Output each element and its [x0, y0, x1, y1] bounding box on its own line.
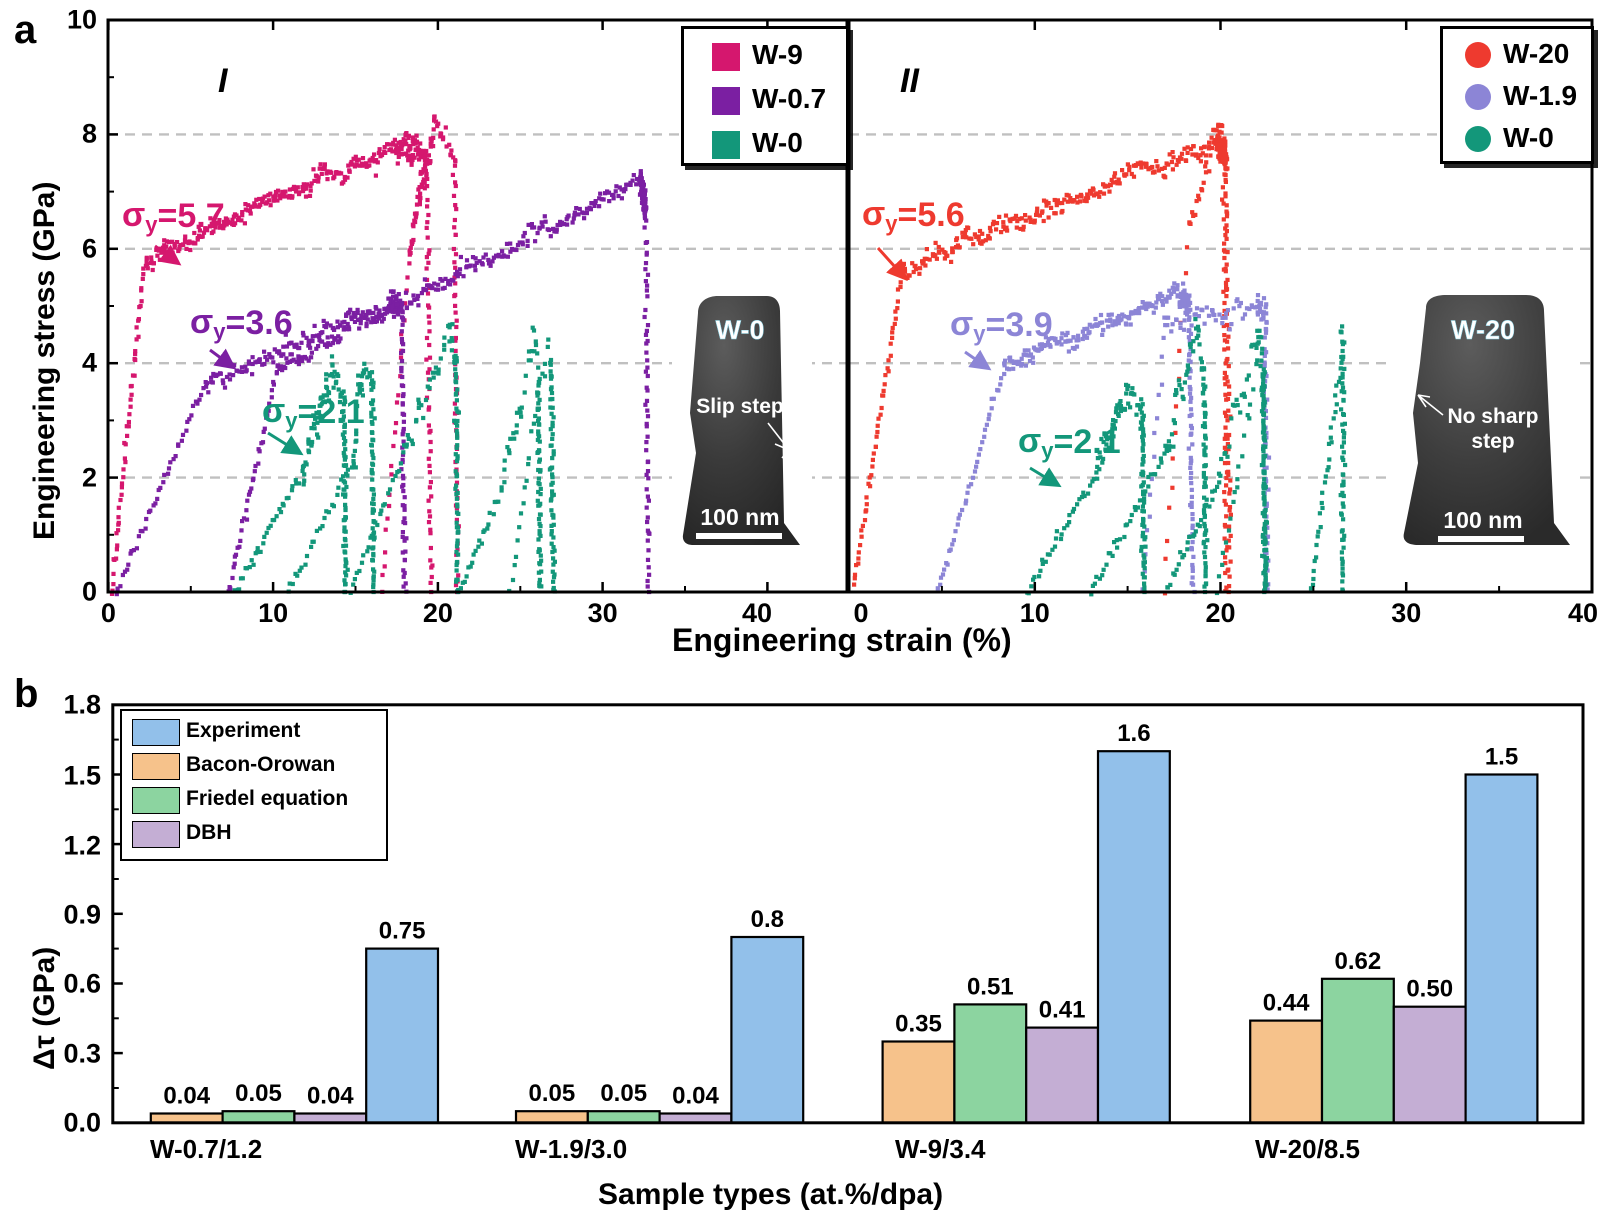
svg-text:0.05: 0.05	[235, 1080, 282, 1107]
svg-text:Slip step: Slip step	[696, 395, 784, 418]
svg-text:0.50: 0.50	[1406, 976, 1453, 1003]
svg-text:0.51: 0.51	[967, 973, 1014, 1000]
svg-text:0.04: 0.04	[163, 1083, 210, 1110]
svg-text:0.44: 0.44	[1263, 990, 1310, 1017]
svg-text:1.6: 1.6	[1117, 720, 1150, 747]
svg-text:W-20: W-20	[1451, 315, 1515, 345]
svg-text:0.41: 0.41	[1039, 997, 1086, 1024]
svg-text:No sharp: No sharp	[1447, 405, 1538, 428]
svg-text:0.05: 0.05	[529, 1080, 576, 1107]
svg-text:W-0: W-0	[716, 315, 765, 345]
svg-text:0.35: 0.35	[895, 1011, 942, 1038]
svg-text:0.05: 0.05	[600, 1080, 647, 1107]
svg-text:100 nm: 100 nm	[1443, 507, 1522, 533]
svg-text:0.62: 0.62	[1335, 948, 1382, 975]
svg-text:0.04: 0.04	[307, 1083, 354, 1110]
svg-text:0.75: 0.75	[379, 918, 426, 945]
svg-text:0.8: 0.8	[751, 906, 784, 933]
svg-text:1.5: 1.5	[1485, 744, 1518, 771]
svg-text:100 nm: 100 nm	[700, 504, 779, 530]
svg-text:0.04: 0.04	[672, 1083, 719, 1110]
svg-text:step: step	[1471, 430, 1514, 453]
